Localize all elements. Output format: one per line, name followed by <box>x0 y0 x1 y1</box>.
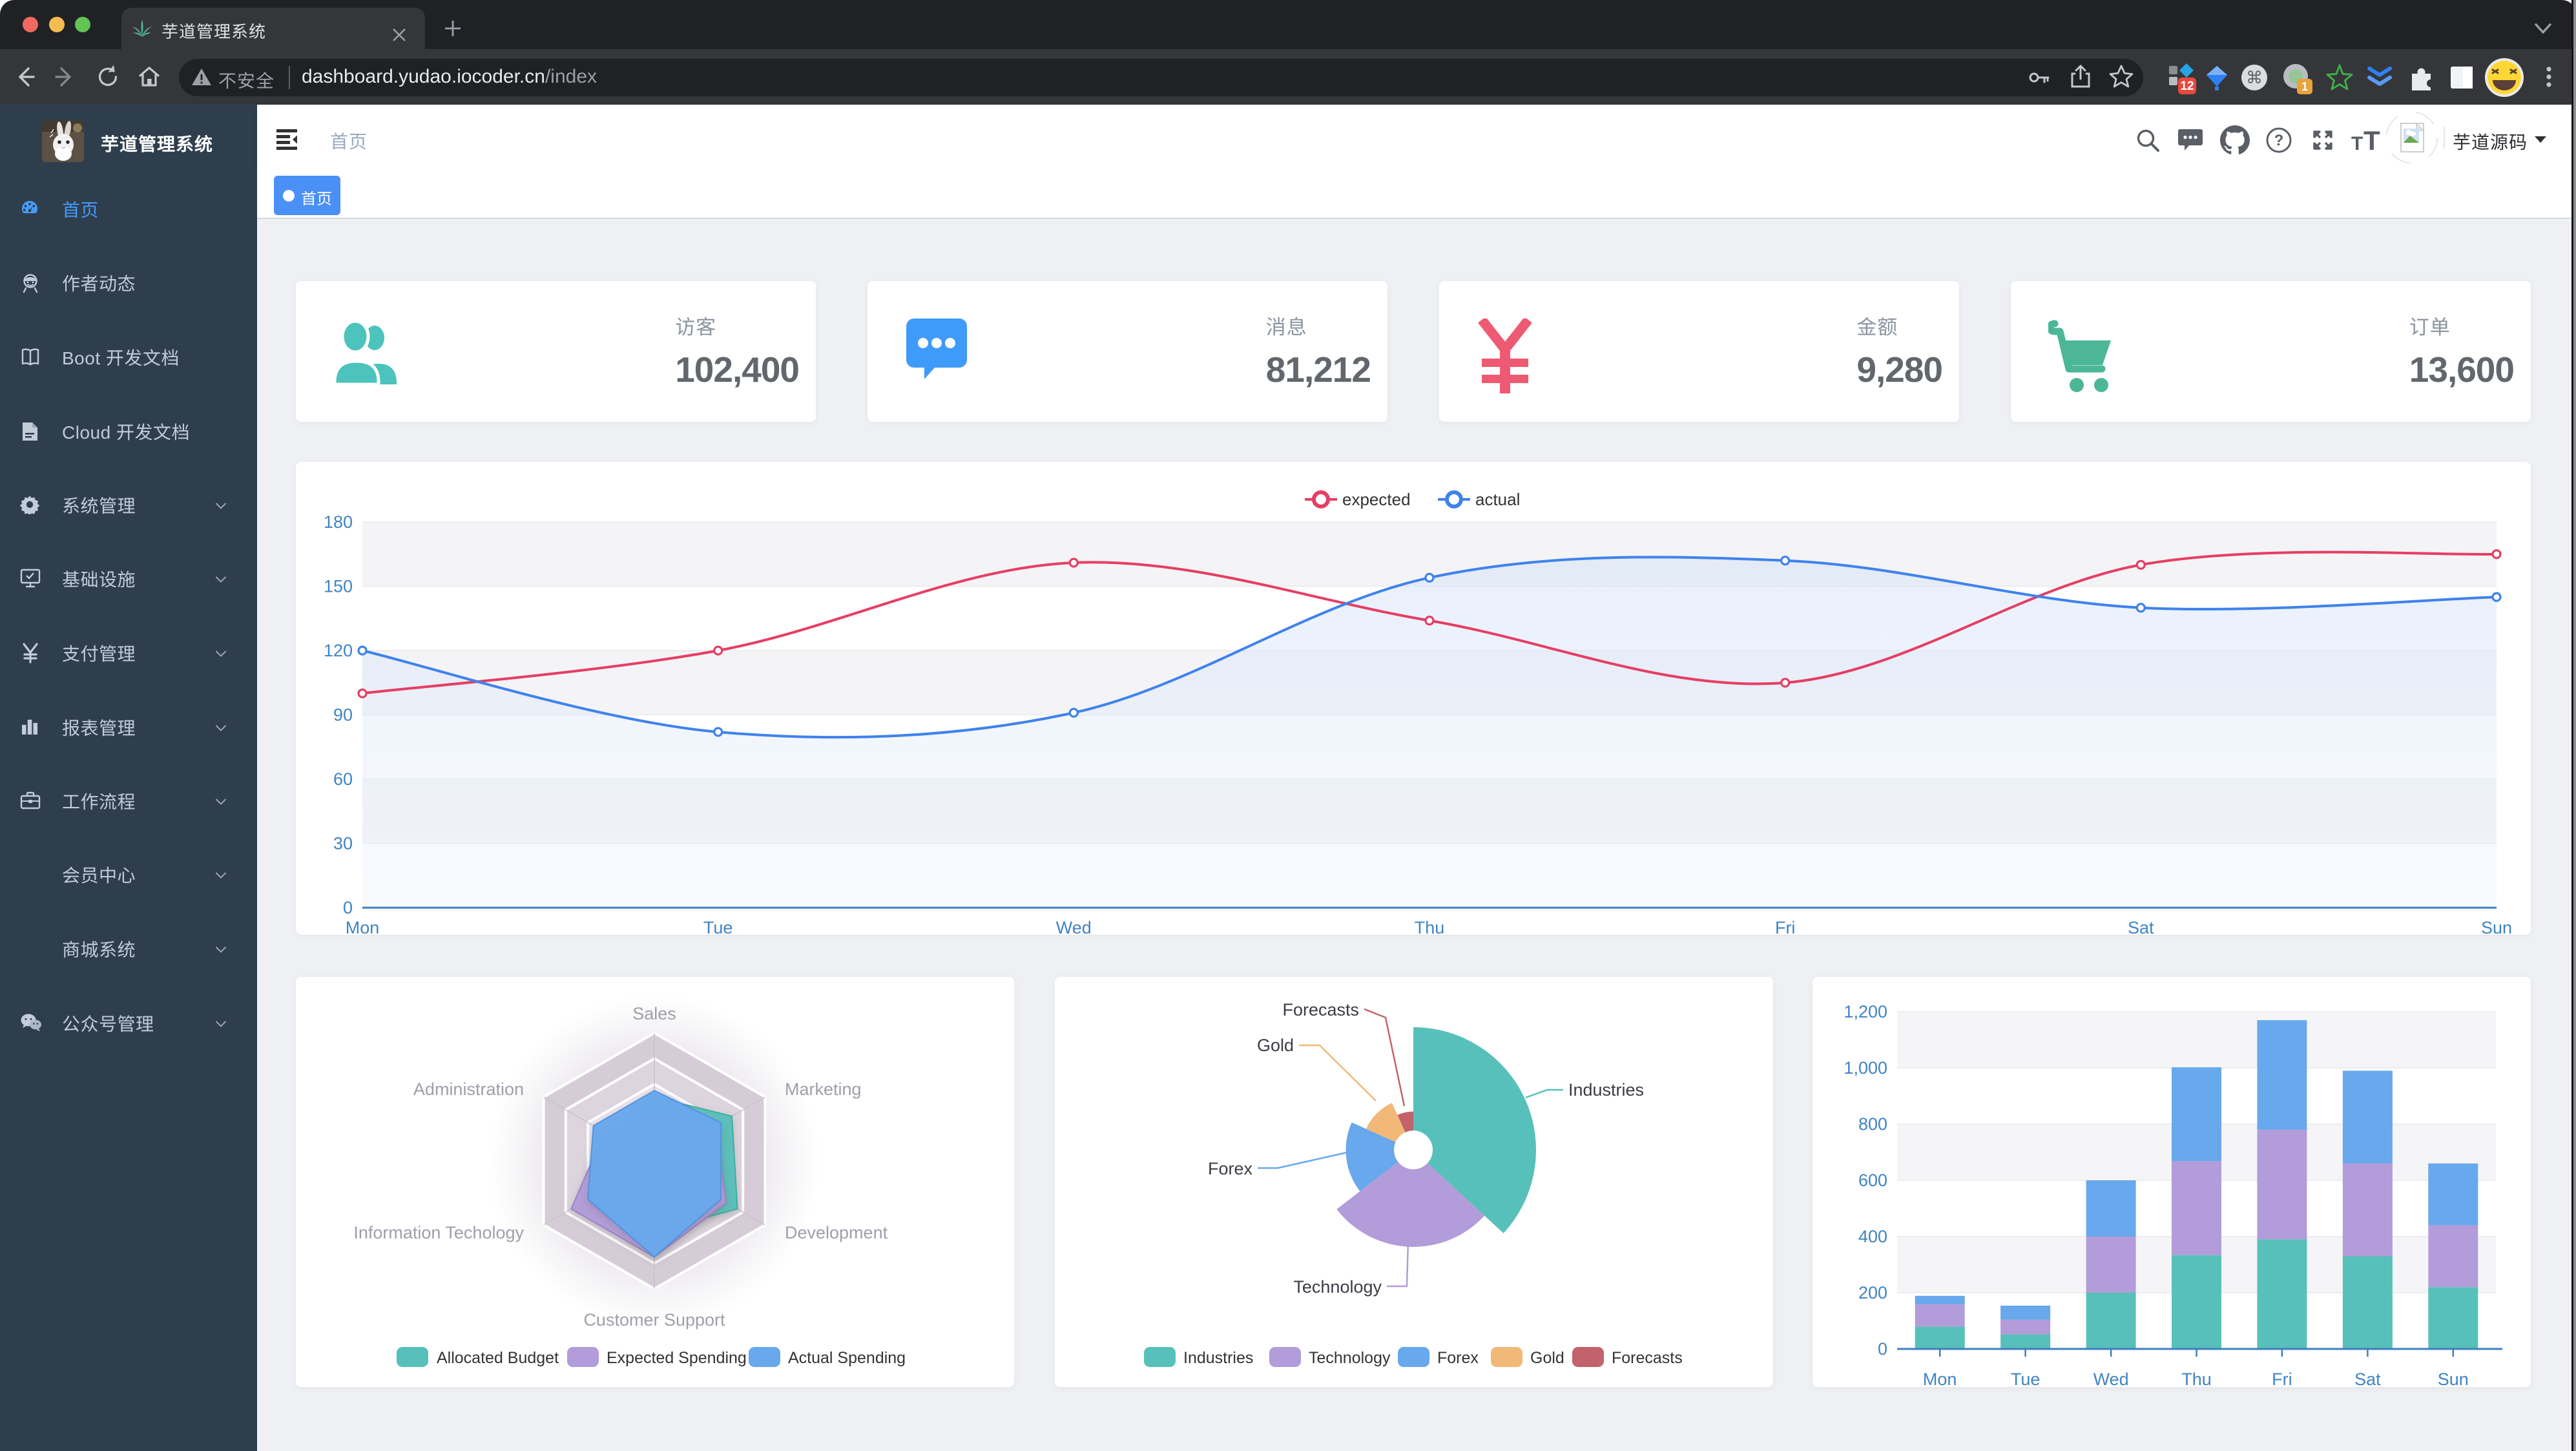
svg-text:Sales: Sales <box>632 1004 676 1023</box>
svg-text:T: T <box>2351 133 2363 154</box>
svg-text:Development: Development <box>785 1223 888 1242</box>
svg-text:Forex: Forex <box>1437 1349 1479 1367</box>
svg-text:Thu: Thu <box>2181 1370 2212 1387</box>
svg-text:600: 600 <box>1858 1171 1887 1190</box>
svg-text:200: 200 <box>1858 1283 1887 1302</box>
svg-text:Sun: Sun <box>2438 1370 2469 1387</box>
svg-text:60: 60 <box>333 769 353 789</box>
svg-text:1: 1 <box>2301 80 2308 93</box>
svg-text:Fri: Fri <box>2272 1370 2292 1387</box>
svg-text:Marketing: Marketing <box>785 1080 862 1099</box>
svg-text:120: 120 <box>324 641 353 660</box>
svg-text:Customer Support: Customer Support <box>583 1310 725 1330</box>
svg-text:Sun: Sun <box>2481 918 2512 935</box>
svg-text:Actual Spending: Actual Spending <box>788 1349 906 1367</box>
svg-text:Fri: Fri <box>1775 918 1795 935</box>
svg-text:Sat: Sat <box>2354 1370 2381 1387</box>
svg-text:⌘: ⌘ <box>2246 68 2263 87</box>
svg-text:Information Techology: Information Techology <box>353 1223 524 1242</box>
svg-text:0: 0 <box>343 898 353 917</box>
svg-text:T: T <box>2363 128 2380 154</box>
svg-text:Administration: Administration <box>413 1080 524 1099</box>
svg-text:Wed: Wed <box>2093 1370 2129 1387</box>
svg-text:180: 180 <box>324 512 353 532</box>
svg-text:Tue: Tue <box>2011 1370 2041 1387</box>
svg-text:0: 0 <box>1878 1339 1887 1359</box>
svg-text:30: 30 <box>333 834 353 853</box>
svg-text:Industries: Industries <box>1183 1349 1253 1367</box>
svg-text:Technology: Technology <box>1309 1349 1391 1367</box>
svg-text:90: 90 <box>333 705 353 725</box>
svg-text:actual: actual <box>1475 490 1520 509</box>
svg-text:800: 800 <box>1858 1114 1887 1134</box>
svg-text:Tue: Tue <box>703 918 733 935</box>
svg-text:Technology: Technology <box>1293 1277 1382 1297</box>
svg-text:Forex: Forex <box>1208 1159 1253 1178</box>
svg-text:Wed: Wed <box>1056 918 1092 935</box>
svg-text:Mon: Mon <box>346 918 380 935</box>
svg-text:150: 150 <box>324 577 353 596</box>
svg-text:1,200: 1,200 <box>1844 1002 1887 1021</box>
svg-text:1,000: 1,000 <box>1844 1058 1887 1078</box>
svg-text:Thu: Thu <box>1415 918 1445 935</box>
svg-text:400: 400 <box>1858 1227 1887 1246</box>
svg-text:Allocated Budget: Allocated Budget <box>437 1349 559 1367</box>
svg-text:12: 12 <box>2180 79 2194 93</box>
svg-text:Gold: Gold <box>1530 1349 1564 1367</box>
svg-text:Forecasts: Forecasts <box>1612 1349 1683 1367</box>
svg-text:Gold: Gold <box>1257 1036 1294 1055</box>
svg-text:Forecasts: Forecasts <box>1282 1000 1359 1019</box>
svg-text:Sat: Sat <box>2128 918 2154 935</box>
svg-text:Mon: Mon <box>1923 1370 1957 1387</box>
svg-text:expected: expected <box>1342 490 1411 509</box>
svg-text:?: ? <box>2274 132 2284 149</box>
svg-text:Expected Spending: Expected Spending <box>607 1349 747 1367</box>
svg-text:Industries: Industries <box>1568 1080 1644 1100</box>
